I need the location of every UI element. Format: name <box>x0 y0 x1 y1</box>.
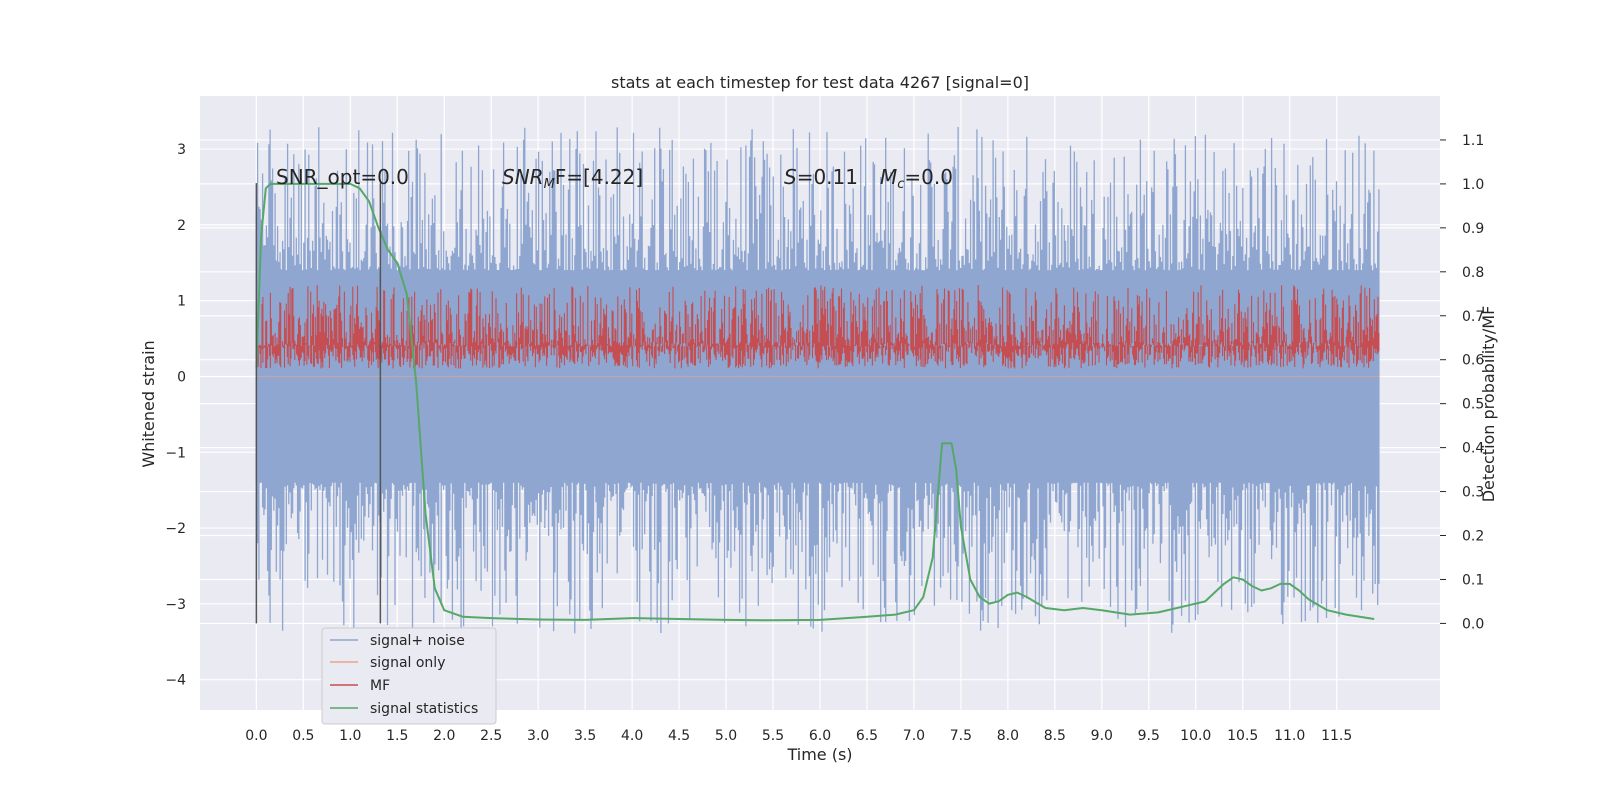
y2-tick-label: 0.4 <box>1462 441 1484 457</box>
x-tick-label: 0.0 <box>245 728 267 744</box>
x-tick-label: 4.0 <box>621 728 643 744</box>
x-tick-label: 9.5 <box>1138 728 1160 744</box>
signal-statistics-line <box>255 182 1375 622</box>
x-tick-label: 5.0 <box>715 728 737 744</box>
y2-tick-label: 0.8 <box>1462 265 1484 281</box>
x-tick-label: 9.0 <box>1091 728 1113 744</box>
y-tick-label: 2 <box>177 218 186 234</box>
x-tick-label: 5.5 <box>762 728 784 744</box>
y2-tick-label: 1.1 <box>1462 133 1484 149</box>
chart-title: stats at each timestep for test data 426… <box>611 73 1029 92</box>
y-axis-label: Whitened strain <box>139 340 158 467</box>
legend-frame <box>321 627 497 725</box>
x-tick-label: 1.0 <box>339 728 361 744</box>
legend: signal+ noise signal only MF signal stat… <box>321 627 497 725</box>
y2-tick-label: 0.0 <box>1462 616 1484 632</box>
x-tick-label: 7.0 <box>903 728 925 744</box>
legend-label-mf: MF <box>370 678 390 694</box>
x-axis-label: Time (s) <box>786 745 852 764</box>
x-tick-label: 3.5 <box>574 728 596 744</box>
y-tick-label: 3 <box>177 142 186 158</box>
x-tick-label: 2.0 <box>433 728 455 744</box>
y-tick-label: 0 <box>177 369 186 385</box>
snr-mf-sub: M <box>544 177 555 192</box>
s-name: S <box>784 165 797 189</box>
x-tick-label: 6.5 <box>856 728 878 744</box>
y2-tick-label: 0.9 <box>1462 221 1484 237</box>
x-tick-label: 4.5 <box>668 728 690 744</box>
annotation-mc: Mc=0.0 <box>880 165 953 192</box>
y-tick-label: −2 <box>165 521 186 537</box>
x-tick-label: 7.5 <box>950 728 972 744</box>
y-tick-label: 1 <box>177 294 186 310</box>
legend-label-signal-statistics: signal statistics <box>370 701 478 717</box>
x-tick-label: 8.5 <box>1044 728 1066 744</box>
y2-tick-label: 1.0 <box>1462 177 1484 193</box>
s-value: =0.11 <box>797 165 858 189</box>
x-tick-label: 3.0 <box>527 728 549 744</box>
ticks: 0.0 0.5 1.0 1.5 2.0 2.5 3.0 3.5 4.0 4.5 5.0 5.5 6.0 6… <box>165 133 1484 744</box>
y-tick-label: −3 <box>165 597 186 613</box>
mc-value: =0.0 <box>904 165 953 189</box>
x-tick-label: 11.0 <box>1274 728 1305 744</box>
legend-label-signal-only: signal only <box>370 655 445 671</box>
y2-tick-label: 0.1 <box>1462 572 1484 588</box>
legend-label-signal-noise: signal+ noise <box>370 633 465 649</box>
y2-tick-label: 0.6 <box>1462 353 1484 369</box>
y-tick-label: −4 <box>165 673 186 689</box>
annotation-s: S=0.11 <box>784 165 858 189</box>
annotation-snr-opt: SNR_opt=0.0 <box>276 165 409 189</box>
y2-tick-label: 0.7 <box>1462 309 1484 325</box>
snr-mf-rest: F=[4.22] <box>555 165 643 189</box>
x-tick-label: 8.0 <box>997 728 1019 744</box>
x-tick-label: 2.5 <box>480 728 502 744</box>
x-tick-label: 11.5 <box>1321 728 1352 744</box>
snr-mf-name: SNR <box>502 165 544 189</box>
x-tick-label: 0.5 <box>292 728 314 744</box>
annotation-snr-mf: SNRMF=[4.22] <box>502 165 643 192</box>
y2-tick-label: 0.5 <box>1462 397 1484 413</box>
x-tick-label: 1.5 <box>386 728 408 744</box>
y-tick-label: −1 <box>165 445 186 461</box>
x-tick-label: 10.0 <box>1180 728 1211 744</box>
x-tick-label: 10.5 <box>1227 728 1258 744</box>
x-tick-label: 6.0 <box>809 728 831 744</box>
mc-name: M <box>880 165 897 189</box>
y2-tick-label: 0.2 <box>1462 529 1484 545</box>
series-signal-statistics <box>255 182 1375 622</box>
y2-axis-label: Detection probability/MF <box>1479 306 1498 503</box>
y2-tick-label: 0.3 <box>1462 485 1484 501</box>
marker-lines <box>255 183 382 624</box>
mc-sub: c <box>897 177 904 192</box>
